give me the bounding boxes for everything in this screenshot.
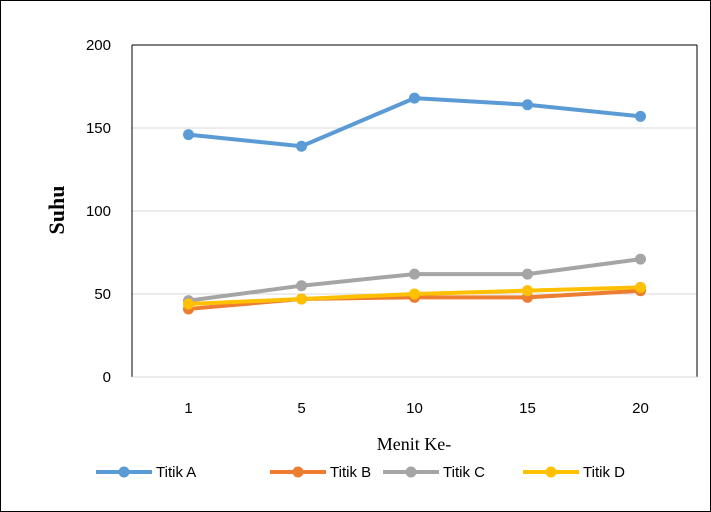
data-point	[635, 110, 646, 122]
data-point	[522, 268, 533, 280]
series-titik-a	[183, 92, 646, 152]
legend-item: Titik B	[270, 464, 371, 481]
series-titik-d	[183, 281, 646, 310]
series-group	[183, 92, 646, 315]
legend-item: Titik C	[383, 464, 485, 481]
legend-label: Titik C	[443, 464, 485, 481]
x-axis-ticks: 1 5 10 15 20	[184, 400, 649, 417]
data-point	[635, 253, 646, 265]
legend-label: Titik B	[330, 464, 371, 481]
y-tick-label: 0	[103, 369, 111, 386]
y-tick-label: 100	[86, 203, 111, 220]
y-axis-ticks: 0 50 100 150 200	[86, 37, 111, 386]
x-tick-label: 10	[406, 400, 423, 417]
data-point	[635, 281, 646, 293]
legend-marker	[118, 466, 130, 478]
data-point	[409, 268, 420, 280]
x-tick-label: 5	[297, 400, 305, 417]
data-point	[409, 92, 420, 104]
legend-marker	[405, 466, 417, 478]
legend: Titik A Titik B Titik C Titik D	[96, 464, 625, 481]
data-point	[522, 99, 533, 111]
legend-marker	[545, 466, 557, 478]
legend-label: Titik A	[156, 464, 196, 481]
x-tick-label: 15	[519, 400, 536, 417]
data-point	[183, 129, 194, 141]
x-tick-label: 1	[184, 400, 192, 417]
data-point	[183, 298, 194, 310]
legend-label: Titik D	[583, 464, 625, 481]
data-point	[409, 288, 420, 300]
y-axis-label: Suhu	[44, 186, 69, 235]
data-point	[522, 285, 533, 297]
y-tick-label: 50	[94, 286, 111, 303]
legend-item: Titik A	[96, 464, 196, 481]
legend-marker	[292, 466, 304, 478]
y-tick-label: 150	[86, 120, 111, 137]
plot-area	[131, 44, 698, 378]
data-point	[296, 293, 307, 305]
data-point	[296, 140, 307, 152]
gridlines	[132, 44, 697, 295]
data-point	[296, 280, 307, 292]
series-line	[186, 96, 643, 149]
y-tick-label: 200	[86, 37, 111, 54]
legend-item: Titik D	[523, 464, 625, 481]
x-tick-label: 20	[632, 400, 649, 417]
x-axis-label: Menit Ke-	[377, 434, 451, 454]
